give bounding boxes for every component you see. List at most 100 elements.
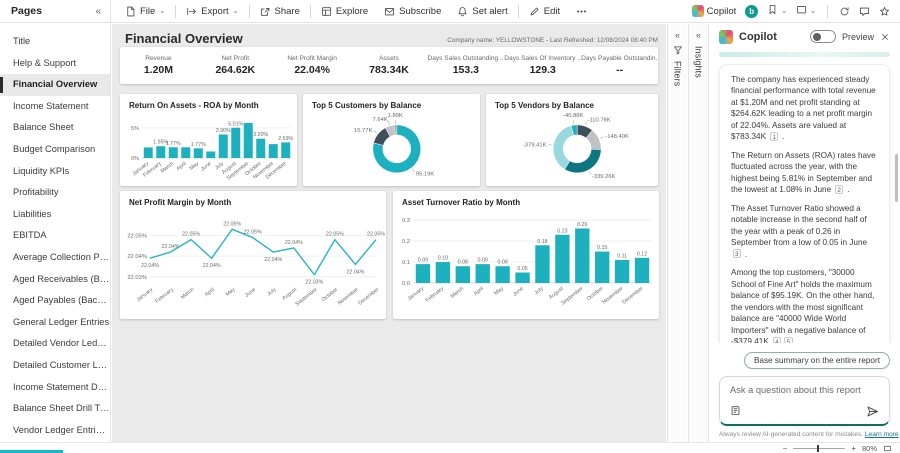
menu-item-label: Edit [543, 5, 561, 17]
kpi-assets: Assets 783.34K [351, 55, 428, 76]
filters-pane-collapsed[interactable]: « Filters [667, 24, 687, 442]
preview-toggle[interactable] [809, 30, 836, 43]
sidebar-item-liabilities[interactable]: Liabilities [13, 208, 52, 219]
kpi-label: Days Sales Of Inventory ... [504, 55, 582, 62]
chart-title: Return On Assets - ROA by Month [129, 101, 259, 110]
reference-chip-2[interactable]: 2 [834, 184, 844, 194]
copilot-shimmer-bar [719, 52, 890, 57]
report-canvas: Financial Overview Company name: YELLOWS… [112, 24, 666, 442]
copilot-button[interactable]: Copilot [691, 5, 736, 17]
sidebar-item-liquidity-kpis[interactable]: Liquidity KPIs [13, 165, 70, 176]
kpi-value: 129.3 [529, 64, 556, 76]
customers-chart-card[interactable]: Top 5 Customers by Balance 95.19K 15.77K 7… [303, 94, 480, 186]
svg-text:March: March [180, 287, 195, 301]
roa-chart-card[interactable]: Return On Assets - ROA by Month 0% 5% Janu… [120, 94, 297, 186]
refresh-button[interactable] [839, 6, 850, 17]
insights-pane-label: Insights [693, 46, 704, 78]
svg-text:June: June [512, 286, 525, 298]
svg-text:0.09: 0.09 [418, 258, 428, 264]
favorite-button[interactable] [879, 6, 890, 17]
sidebar-item-average-collection-per[interactable]: Average Collection Per... [13, 251, 110, 262]
sidebar-item-balance-sheet[interactable]: Balance Sheet [13, 122, 74, 133]
send-button[interactable] [866, 405, 879, 418]
sidebar-item-profitability[interactable]: Profitability [13, 187, 59, 198]
svg-text:September: September [294, 287, 318, 308]
menu-item-more[interactable] [568, 0, 595, 22]
menu-item-share[interactable]: Share [252, 0, 308, 22]
svg-text:22.04%: 22.04% [346, 269, 364, 275]
menu-item-explore[interactable]: Explore [313, 0, 376, 22]
sidebar-item-financial-overview[interactable]: Financial Overview [0, 74, 110, 96]
sidebar-item-general-ledger-entries[interactable]: General Ledger Entries [13, 316, 110, 327]
sidebar-item-aged-receivables-bac[interactable]: Aged Receivables (Bac... [13, 273, 110, 284]
svg-text:0.26: 0.26 [577, 222, 587, 228]
insights-pane-collapsed[interactable]: « Insights [688, 24, 708, 442]
export-icon [186, 6, 197, 17]
svg-text:22.03%: 22.03% [305, 280, 323, 286]
menu-item-subscribe[interactable]: Subscribe [376, 0, 449, 22]
svg-text:1.95%: 1.95% [153, 140, 168, 146]
kpi-days-payable-outstandin: Days Payable Outstandin... -- [581, 55, 658, 76]
kpi-label: Net Profit [221, 55, 250, 62]
svg-text:-379.41K: -379.41K [523, 142, 547, 148]
sidebar-item-detailed-customer-led[interactable]: Detailed Customer Led... [13, 359, 110, 370]
comments-button[interactable] [859, 6, 870, 17]
menu-item-label: Explore [335, 5, 369, 17]
menu-item-set-alert[interactable]: Set alert [449, 0, 515, 22]
svg-text:7.64K: 7.64K [373, 117, 388, 123]
reference-chip-4[interactable]: 4 [772, 336, 782, 343]
view-button[interactable]: ⌄ [796, 4, 816, 18]
copilot-input-box[interactable]: Ask a question about this report [719, 376, 890, 426]
menu-item-file[interactable]: File ⌄ [117, 0, 173, 22]
atr-chart-card[interactable]: Asset Turnover Ratio by Month 0.0 0.1 0.2 0… [393, 191, 659, 319]
close-copilot-button[interactable] [880, 32, 890, 42]
zoom-in-button[interactable]: + [851, 443, 856, 453]
svg-text:1.89K: 1.89K [388, 113, 403, 119]
sidebar-item-help-support[interactable]: Help & Support [13, 57, 77, 68]
zoom-slider-knob[interactable] [816, 444, 820, 452]
menu-divider [248, 4, 250, 18]
copilot-scrollbar[interactable] [895, 154, 898, 202]
kpi-revenue: Revenue 1.20M [120, 55, 197, 76]
reference-chip-3[interactable]: 3 [732, 249, 742, 259]
svg-text:January: January [407, 286, 426, 303]
svg-text:December: December [621, 286, 644, 306]
pages-sidebar: Title Help & Support Financial Overview Inc… [0, 24, 111, 442]
svg-text:-148.40K: -148.40K [605, 134, 629, 140]
sidebar-item-vendor-ledger-entries[interactable]: Vendor Ledger Entries ... [13, 424, 110, 435]
vendors-chart-card[interactable]: Top 5 Vendors by Balance -110.78K -148.40… [486, 94, 658, 186]
sidebar-item-title[interactable]: Title [13, 36, 31, 46]
svg-text:April: April [473, 286, 485, 297]
sidebar-item-balance-sheet-drill-thr[interactable]: Balance Sheet Drill Thr... [13, 403, 110, 414]
expand-filters-icon[interactable]: « [674, 30, 680, 40]
sidebar-item-aged-payables-back-d[interactable]: Aged Payables (Back D... [13, 295, 110, 306]
fit-to-page-button[interactable] [883, 444, 892, 453]
svg-text:22.05%: 22.05% [326, 232, 344, 238]
svg-text:May: May [225, 287, 237, 298]
sidebar-item-income-statement[interactable]: Income Statement [13, 100, 89, 111]
kpi-label: Revenue [145, 55, 172, 62]
menu-item-edit[interactable]: Edit [521, 0, 568, 22]
learn-more-link[interactable]: Learn more [864, 431, 899, 438]
zoom-slider[interactable] [793, 444, 846, 452]
expand-insights-icon[interactable]: « [695, 30, 701, 40]
svg-text:22.04%: 22.04% [141, 263, 159, 269]
sidebar-item-detailed-vendor-ledge[interactable]: Detailed Vendor Ledge... [13, 338, 110, 349]
svg-text:22.04%: 22.04% [127, 254, 147, 260]
npm-line-chart: 22.03%22.04%22.05%22.04%January22.04%Feb… [127, 221, 385, 308]
sidebar-item-income-statement-drill[interactable]: Income Statement Drill... [13, 381, 110, 392]
reference-chip-5[interactable]: 5 [784, 336, 793, 343]
reference-chip-1[interactable]: 1 [769, 131, 779, 141]
app-badge-icon[interactable]: b [745, 4, 759, 18]
prompt-guide-button[interactable] [730, 405, 741, 418]
zoom-out-button[interactable]: − [782, 443, 788, 453]
bookmarks-button[interactable]: ⌄ [767, 4, 787, 18]
sidebar-item-ebitda[interactable]: EBITDA [13, 230, 47, 241]
share-icon [260, 6, 271, 17]
svg-text:1.77%: 1.77% [191, 142, 206, 148]
suggestion-chip[interactable]: Base summary on the entire report [743, 352, 890, 369]
collapse-pages-icon[interactable]: « [95, 5, 101, 17]
sidebar-item-budget-comparison[interactable]: Budget Comparison [13, 143, 96, 154]
npm-chart-card[interactable]: Net Profit Margin by Month 22.03% 22.04% 2… [120, 191, 386, 319]
menu-item-export[interactable]: Export ⌄ [178, 0, 246, 22]
